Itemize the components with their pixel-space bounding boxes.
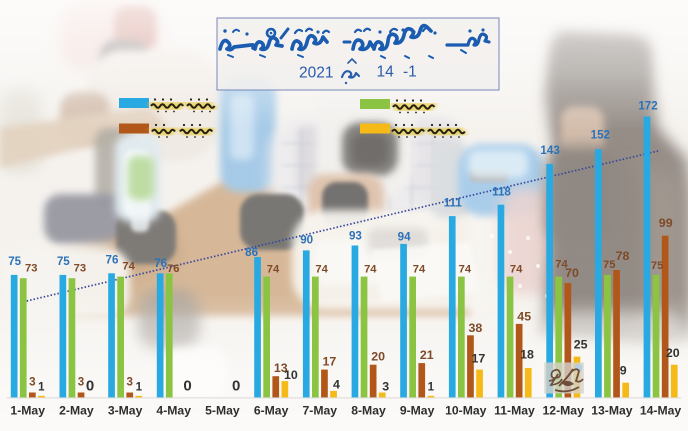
svg-text:143: 143 xyxy=(540,144,560,157)
svg-text:0: 0 xyxy=(232,378,240,395)
svg-text:74: 74 xyxy=(555,259,568,271)
svg-text:0: 0 xyxy=(183,378,191,395)
svg-text:90: 90 xyxy=(300,233,313,246)
svg-text:13: 13 xyxy=(274,361,288,375)
svg-text:3: 3 xyxy=(126,376,133,389)
svg-text:20: 20 xyxy=(371,350,385,364)
svg-text:99: 99 xyxy=(659,216,673,230)
svg-text:2021: 2021 xyxy=(299,65,333,82)
svg-text:1-May: 1-May xyxy=(10,404,45,418)
svg-text:10: 10 xyxy=(284,368,298,382)
svg-text:6-May: 6-May xyxy=(254,404,289,418)
svg-text:74: 74 xyxy=(364,264,377,276)
svg-text:74: 74 xyxy=(510,264,523,276)
svg-text:86: 86 xyxy=(245,246,258,259)
svg-text:21: 21 xyxy=(420,348,434,362)
svg-text:13-May: 13-May xyxy=(591,404,633,418)
svg-text:3: 3 xyxy=(29,376,36,389)
svg-text:1: 1 xyxy=(136,381,143,394)
svg-text:4: 4 xyxy=(333,378,340,392)
svg-text:3: 3 xyxy=(382,380,389,394)
svg-text:76: 76 xyxy=(167,263,179,275)
svg-text:75: 75 xyxy=(603,259,615,271)
svg-text:74: 74 xyxy=(315,264,328,276)
svg-text:152: 152 xyxy=(591,129,610,142)
svg-text:2-May: 2-May xyxy=(59,404,94,418)
svg-text:73: 73 xyxy=(74,262,86,274)
svg-text:-1: -1 xyxy=(403,64,417,81)
svg-text:17: 17 xyxy=(323,355,337,369)
svg-text:75: 75 xyxy=(8,255,21,268)
svg-text:76: 76 xyxy=(154,257,167,270)
svg-text:70: 70 xyxy=(565,266,579,280)
svg-text:74: 74 xyxy=(267,264,280,276)
svg-text:93: 93 xyxy=(349,229,362,242)
svg-text:45: 45 xyxy=(517,309,531,323)
svg-text:17: 17 xyxy=(472,351,486,365)
svg-text:111: 111 xyxy=(444,196,463,209)
svg-text:94: 94 xyxy=(398,230,411,243)
svg-text:3-May: 3-May xyxy=(108,404,143,418)
svg-text:118: 118 xyxy=(492,186,511,199)
svg-text:10-May: 10-May xyxy=(445,404,487,418)
svg-text:78: 78 xyxy=(616,249,630,263)
svg-text:76: 76 xyxy=(106,254,119,267)
svg-text:7-May: 7-May xyxy=(303,404,338,418)
svg-text:0: 0 xyxy=(86,378,94,395)
svg-text:18: 18 xyxy=(520,347,534,361)
svg-text:12-May: 12-May xyxy=(543,404,585,418)
svg-text:1: 1 xyxy=(428,381,435,394)
svg-text:74: 74 xyxy=(122,261,135,273)
svg-text:75: 75 xyxy=(651,260,663,272)
svg-text:73: 73 xyxy=(25,262,37,274)
svg-text:14: 14 xyxy=(377,64,395,81)
svg-text:172: 172 xyxy=(638,100,657,113)
svg-text:11-May: 11-May xyxy=(494,404,535,418)
svg-text:74: 74 xyxy=(413,264,426,276)
svg-text:25: 25 xyxy=(574,338,588,352)
svg-text:38: 38 xyxy=(469,321,483,335)
svg-text:5-May: 5-May xyxy=(205,404,240,418)
svg-text:3: 3 xyxy=(78,376,85,389)
svg-text:1: 1 xyxy=(38,381,45,394)
svg-text:4-May: 4-May xyxy=(156,404,191,418)
svg-text:20: 20 xyxy=(666,346,680,360)
svg-text:9-May: 9-May xyxy=(400,404,435,418)
svg-text:74: 74 xyxy=(459,264,472,276)
svg-text:14-May: 14-May xyxy=(640,404,682,418)
svg-text:8-May: 8-May xyxy=(351,404,386,418)
svg-text:9: 9 xyxy=(620,364,627,378)
svg-text:75: 75 xyxy=(57,255,70,268)
